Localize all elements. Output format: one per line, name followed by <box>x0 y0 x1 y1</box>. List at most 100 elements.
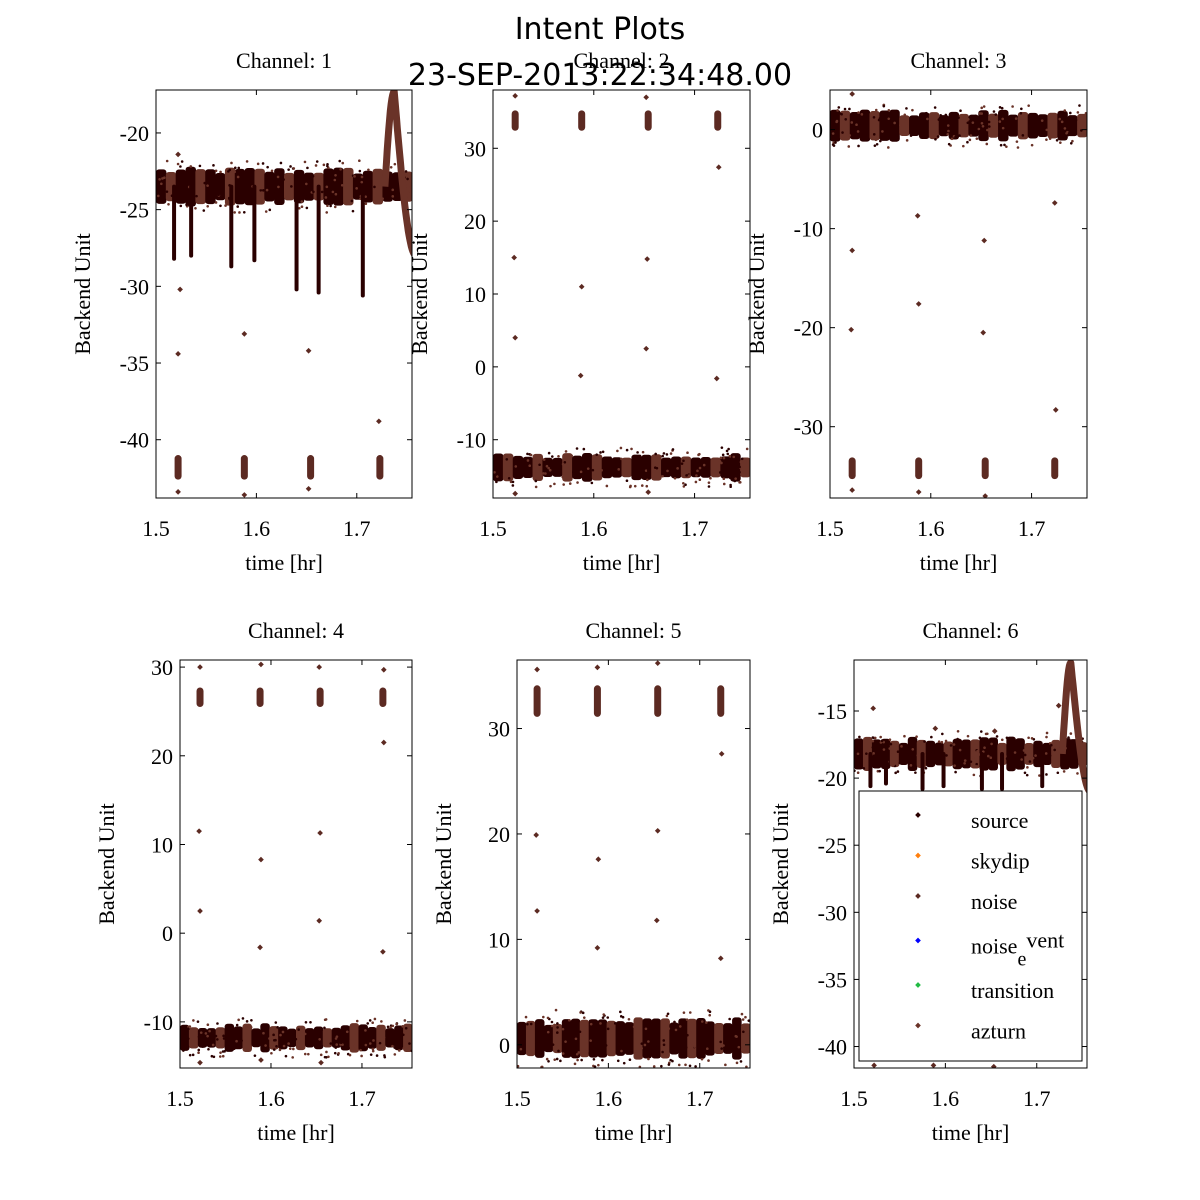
data-point <box>896 750 900 754</box>
data-point <box>559 1059 562 1063</box>
data-point <box>947 129 950 133</box>
data-point <box>999 143 1003 147</box>
data-point <box>589 1039 592 1042</box>
data-point <box>610 466 614 469</box>
data-point <box>353 175 356 178</box>
data-point <box>579 470 583 474</box>
data-point <box>1076 111 1080 114</box>
data-point <box>962 144 965 148</box>
data-point <box>638 1065 642 1068</box>
data-point <box>269 184 273 188</box>
data-point <box>707 1059 710 1062</box>
data-point <box>1026 766 1029 769</box>
data-point <box>643 1043 647 1047</box>
data-point <box>622 1061 626 1065</box>
data-point <box>334 192 338 196</box>
outlier-point <box>534 908 540 914</box>
data-point <box>312 190 315 194</box>
baseline-segment <box>215 173 226 201</box>
data-point <box>601 1058 604 1062</box>
data-point <box>645 475 649 479</box>
data-point <box>586 467 590 470</box>
baseline-segment <box>898 742 909 765</box>
data-point <box>555 1057 559 1061</box>
baseline-segment <box>849 111 861 140</box>
data-point <box>357 192 361 196</box>
data-point <box>958 134 961 137</box>
data-point <box>511 480 515 484</box>
data-point <box>381 197 384 200</box>
data-point <box>597 1063 600 1067</box>
data-point <box>968 138 972 142</box>
data-point <box>350 199 354 203</box>
data-point <box>933 106 937 109</box>
data-point <box>937 740 941 744</box>
data-point <box>607 1044 611 1048</box>
baseline-segment <box>687 1018 697 1059</box>
data-point <box>542 1015 545 1019</box>
data-point <box>302 1030 305 1034</box>
data-point <box>1027 736 1030 740</box>
y-tick-label: -10 <box>457 428 486 453</box>
data-point <box>685 1018 689 1021</box>
data-point <box>547 451 551 455</box>
data-point <box>576 481 579 484</box>
data-point <box>401 1025 404 1028</box>
data-point <box>732 455 736 459</box>
data-point <box>165 159 169 163</box>
data-point <box>323 1018 327 1022</box>
baseline-segment <box>943 741 954 767</box>
data-point <box>570 454 574 458</box>
y-axis-label: Backend Unit <box>431 803 456 925</box>
x-tick-label: 1.5 <box>166 1086 194 1111</box>
data-point <box>1023 771 1027 775</box>
data-point <box>1063 134 1067 137</box>
y-axis-label: Backend Unit <box>407 233 432 355</box>
data-point <box>980 121 984 125</box>
data-point <box>934 138 937 141</box>
data-point <box>682 485 686 488</box>
data-point <box>903 113 907 117</box>
baseline-segment <box>552 1023 563 1054</box>
baseline-segment <box>264 171 275 202</box>
data-point <box>339 167 342 171</box>
legend-label-skydip: skydip <box>971 849 1030 874</box>
baseline-segment <box>376 1024 386 1051</box>
data-point <box>979 730 983 733</box>
data-point <box>334 1037 338 1040</box>
data-point <box>628 1058 632 1062</box>
data-point <box>734 1034 738 1038</box>
data-point <box>261 191 264 195</box>
legend-marker-azturn <box>915 1022 921 1029</box>
data-point <box>495 480 498 484</box>
data-point <box>495 475 499 478</box>
data-point <box>258 186 262 190</box>
data-point <box>1074 118 1078 122</box>
data-point <box>538 463 541 467</box>
data-point <box>745 447 749 451</box>
data-point <box>841 131 844 134</box>
data-point <box>268 208 272 212</box>
data-point <box>953 764 956 767</box>
data-point <box>1020 758 1023 761</box>
baseline-segment <box>1024 743 1034 765</box>
legend-label-azturn: azturn <box>971 1019 1026 1044</box>
baseline-segment <box>830 109 841 142</box>
data-point <box>722 456 726 460</box>
data-point <box>235 1023 239 1027</box>
data-point <box>529 1022 533 1026</box>
baseline-segment <box>710 457 721 478</box>
data-point <box>158 178 161 181</box>
data-point <box>561 475 565 479</box>
baseline-segment <box>512 455 524 479</box>
data-point <box>684 1063 687 1067</box>
baseline-segment <box>561 1019 572 1058</box>
data-point <box>952 743 956 746</box>
data-point <box>990 742 993 746</box>
data-point <box>1060 123 1064 127</box>
data-point <box>240 1039 243 1042</box>
data-point <box>1040 125 1044 129</box>
baseline-band <box>854 729 1087 778</box>
data-point <box>214 201 218 204</box>
data-point <box>331 190 335 194</box>
